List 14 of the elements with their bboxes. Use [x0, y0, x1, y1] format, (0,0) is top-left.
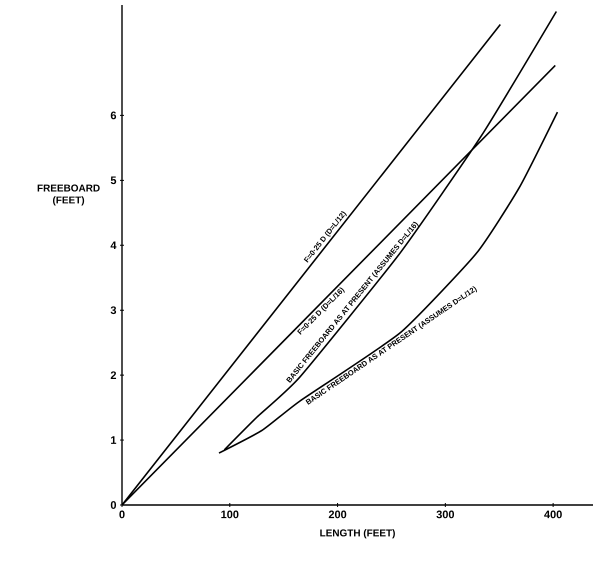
- y-tick-label: 0: [110, 501, 116, 509]
- y-tick-label: 5: [110, 176, 116, 184]
- x-tick-label: 200: [328, 510, 346, 518]
- y-tick-label: 2: [110, 371, 116, 379]
- x-tick-label: 0: [119, 510, 125, 518]
- y-tick-label: 6: [110, 112, 116, 120]
- y-tick-label: 3: [110, 306, 116, 314]
- x-tick-label: 400: [544, 510, 562, 518]
- x-tick-label: 300: [436, 510, 454, 518]
- x-tick-label: 100: [221, 510, 238, 518]
- y-axis-title: FREEBOARD (FEET): [38, 184, 100, 206]
- x-axis-title: LENGTH (FEET): [320, 529, 395, 538]
- y-tick-label: 1: [111, 436, 116, 444]
- y-tick-label: 4: [110, 241, 116, 250]
